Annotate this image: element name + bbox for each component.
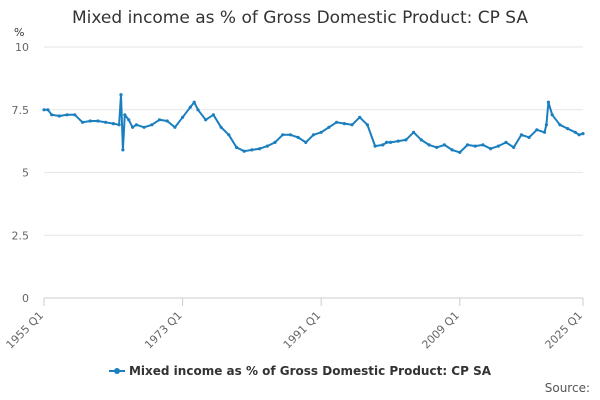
data-point xyxy=(319,130,323,134)
data-point xyxy=(265,144,269,148)
data-point xyxy=(527,135,531,139)
data-point xyxy=(473,144,477,148)
data-point xyxy=(435,145,439,149)
data-point xyxy=(117,123,121,127)
data-point xyxy=(88,119,92,123)
data-point xyxy=(192,100,196,104)
data-point xyxy=(288,133,292,137)
data-point xyxy=(57,114,62,118)
data-point xyxy=(558,123,562,127)
data-point xyxy=(550,113,554,117)
data-point xyxy=(419,138,423,142)
chart-title: Mixed income as % of Gross Domestic Prod… xyxy=(71,8,529,28)
data-point xyxy=(381,143,385,147)
data-point xyxy=(385,140,389,144)
data-point xyxy=(196,108,200,112)
y-tick-label: 5 xyxy=(22,167,29,180)
data-point xyxy=(544,123,549,127)
data-point xyxy=(211,113,215,117)
data-point xyxy=(465,143,470,147)
data-point xyxy=(173,125,177,129)
chart-legend[interactable]: Mixed income as % of Gross Domestic Prod… xyxy=(0,364,600,378)
data-point xyxy=(535,128,539,132)
data-point xyxy=(121,148,125,152)
data-point xyxy=(342,122,346,126)
y-axis-label: % xyxy=(14,26,24,39)
legend-line-marker-icon xyxy=(108,367,125,374)
data-point xyxy=(358,115,362,119)
data-point xyxy=(250,148,254,152)
data-point xyxy=(481,143,485,147)
data-point xyxy=(142,125,146,129)
data-point xyxy=(458,150,462,154)
legend-label: Mixed income as % of Gross Domestic Prod… xyxy=(128,364,492,378)
data-point xyxy=(542,130,547,134)
data-point xyxy=(73,113,77,117)
data-point xyxy=(80,120,85,124)
data-point xyxy=(234,145,239,149)
x-tick-label: 1955 Q1 xyxy=(4,309,47,352)
data-point xyxy=(50,113,54,117)
data-point xyxy=(165,119,169,123)
data-point xyxy=(519,133,524,137)
series-line xyxy=(43,93,584,154)
data-point xyxy=(496,144,500,148)
data-point xyxy=(566,127,570,131)
data-point xyxy=(373,144,377,148)
data-point xyxy=(450,148,454,152)
data-point xyxy=(204,118,208,122)
data-point xyxy=(157,118,162,122)
data-point xyxy=(427,143,431,147)
y-tick-label: 7.5 xyxy=(12,104,30,117)
data-point xyxy=(442,143,446,147)
data-point xyxy=(573,130,577,134)
data-point xyxy=(127,118,131,122)
data-point xyxy=(504,140,508,144)
data-point xyxy=(96,119,100,123)
data-point xyxy=(577,133,581,137)
data-point xyxy=(42,108,46,112)
data-point xyxy=(396,139,400,143)
data-point xyxy=(489,147,493,151)
data-point xyxy=(181,115,185,119)
data-point xyxy=(104,120,108,124)
data-point xyxy=(365,123,369,127)
data-point xyxy=(304,140,308,144)
data-point xyxy=(546,100,551,104)
data-point xyxy=(111,122,115,126)
data-point xyxy=(219,125,223,129)
data-point xyxy=(581,132,585,136)
data-point xyxy=(123,113,127,117)
data-point xyxy=(327,125,331,129)
data-point xyxy=(227,133,231,137)
data-point xyxy=(281,133,285,137)
data-point xyxy=(412,130,416,134)
data-point xyxy=(119,93,123,97)
data-point xyxy=(273,140,277,144)
data-point xyxy=(404,138,408,142)
data-point xyxy=(65,113,69,117)
source-label: Source: xyxy=(544,381,590,395)
data-point xyxy=(296,135,300,139)
y-tick-label: 10 xyxy=(15,41,29,54)
x-tick-label: 1973 Q1 xyxy=(142,309,185,352)
data-point xyxy=(258,147,262,151)
data-point xyxy=(335,120,339,124)
y-tick-label: 2.5 xyxy=(12,229,30,242)
y-tick-label: 0 xyxy=(22,292,29,305)
data-point xyxy=(131,125,135,129)
x-tick-label: 2025 Q1 xyxy=(543,309,586,352)
data-point xyxy=(150,123,154,127)
data-point xyxy=(512,145,516,149)
data-point xyxy=(311,133,316,137)
data-point xyxy=(242,149,246,153)
x-tick-label: 2009 Q1 xyxy=(419,309,462,352)
data-point xyxy=(388,140,393,144)
data-point xyxy=(46,108,50,112)
data-point xyxy=(188,105,192,109)
data-point xyxy=(134,123,138,127)
data-point xyxy=(350,123,354,127)
x-tick-label: 1991 Q1 xyxy=(281,309,324,352)
